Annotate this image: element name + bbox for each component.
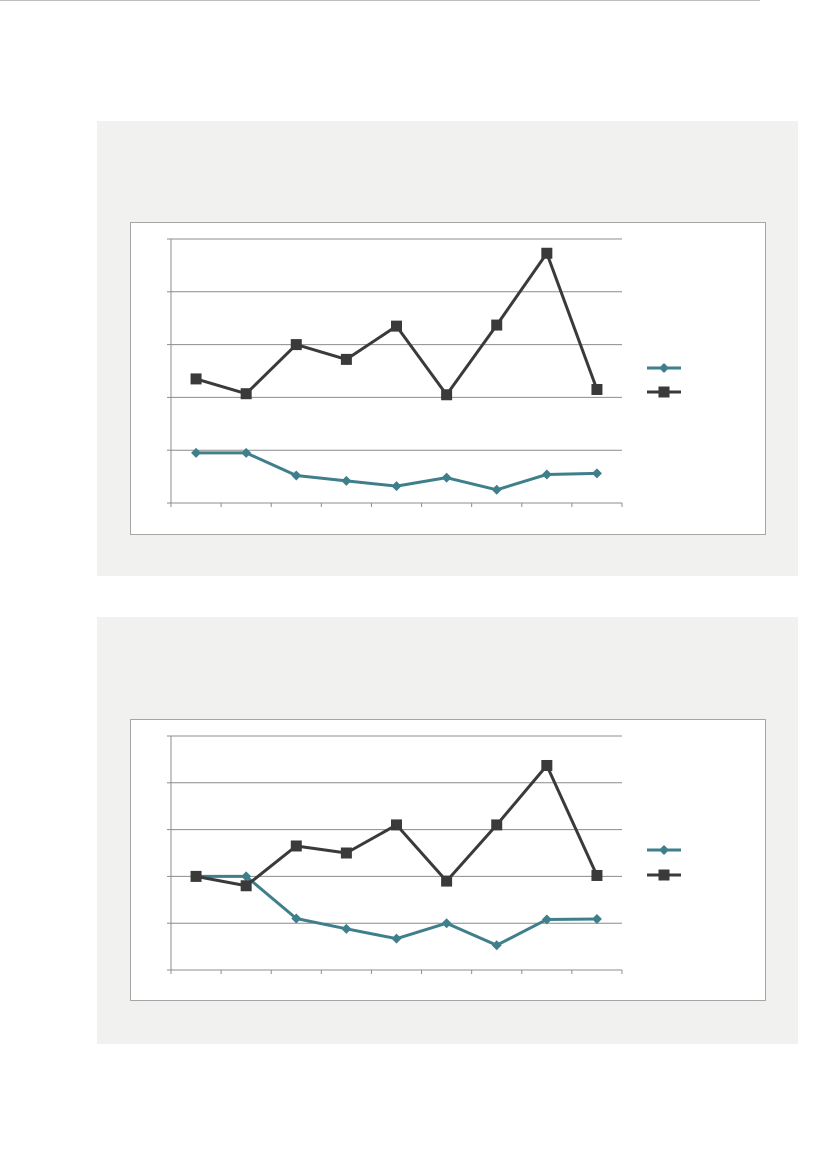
chart-2-series-2-point — [441, 875, 453, 887]
chart-1-series-1-point — [191, 447, 202, 458]
chart-2-series-1-point — [391, 933, 402, 944]
chart-1-series-1-point — [341, 475, 352, 486]
chart-1-legend-2-marker — [658, 386, 670, 398]
chart-2-series-1-point — [341, 923, 352, 934]
line-chart-2 — [167, 735, 681, 974]
chart-2-legend-2-marker — [658, 869, 670, 881]
chart-1-series-2-point — [290, 339, 302, 351]
chart-1-series-2-point — [591, 383, 603, 395]
chart-1-series-2-point — [541, 247, 553, 259]
chart-1-series-2-point — [240, 388, 252, 400]
chart-1-series-2-point — [491, 319, 503, 331]
line-chart-1 — [167, 238, 681, 507]
chart-2-series-2-point — [591, 869, 603, 881]
chart-2-series-1-point — [291, 913, 302, 924]
page-top-rule — [0, 0, 760, 1]
chart-2-series-1-point — [241, 871, 252, 882]
chart-2-series-1-point — [541, 914, 552, 925]
chart-2-series-2-point — [190, 870, 202, 882]
chart-2-series-2-point — [340, 847, 352, 859]
chart-panel-2 — [97, 617, 798, 1044]
chart-1-series-1-point — [441, 472, 452, 483]
chart-2-series-2-point — [240, 880, 252, 892]
chart-1-series-1-point — [591, 468, 602, 479]
chart-1-series-2-point — [391, 320, 402, 332]
chart-1-series-2-point — [190, 373, 202, 385]
chart-panel-1 — [97, 121, 798, 576]
chart-1-series-2-point — [441, 389, 453, 401]
chart-1-series-1-point — [491, 484, 502, 495]
chart-1-series-1-point — [391, 481, 402, 492]
chart-2-series-1-point — [441, 918, 452, 929]
chart-area-2 — [130, 719, 766, 1001]
chart-2-series-2-point — [541, 759, 553, 771]
chart-1-series-1-point — [241, 447, 252, 458]
chart-2-series-2-point — [290, 840, 302, 852]
chart-2-series-2-point — [491, 819, 503, 831]
chart-1-series-2-point — [340, 353, 352, 365]
chart-1-series-1-point — [541, 469, 552, 480]
chart-2-series-1-point — [591, 913, 602, 924]
chart-1-legend-1-marker — [659, 363, 669, 373]
chart-2-series-1-point — [491, 940, 502, 951]
chart-1-series-1-point — [291, 470, 302, 481]
chart-area-1 — [130, 222, 766, 535]
chart-2-legend-1-marker — [659, 845, 669, 855]
chart-2-series-2-point — [391, 819, 402, 831]
